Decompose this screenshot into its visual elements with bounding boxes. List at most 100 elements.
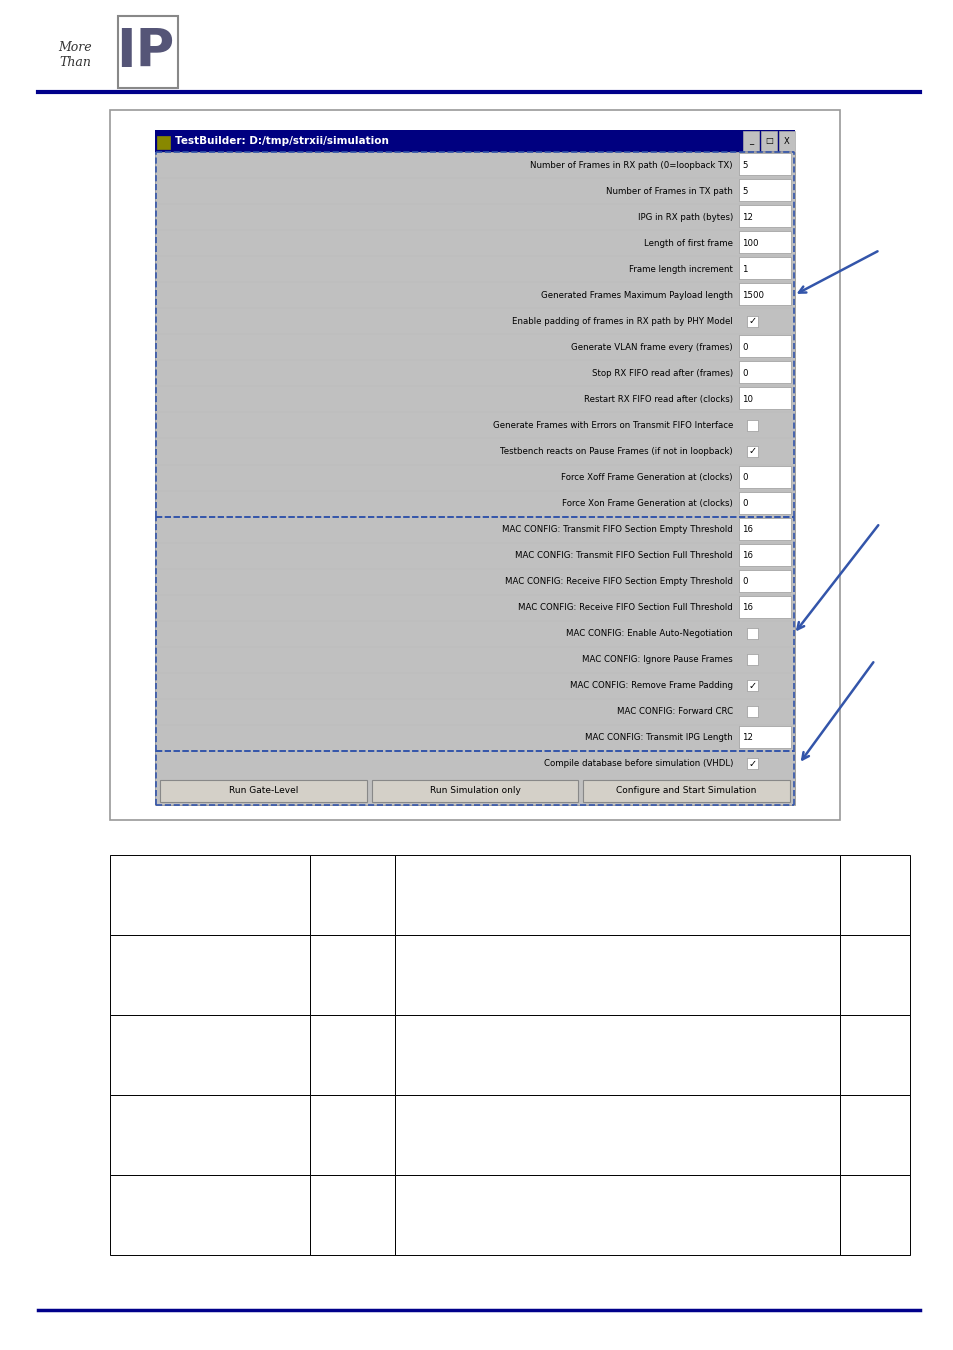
Text: Force Xon Frame Generation at (clocks): Force Xon Frame Generation at (clocks) bbox=[561, 500, 732, 508]
Bar bbox=[746, 655, 758, 666]
Text: 10: 10 bbox=[741, 396, 752, 404]
Text: Force Xoff Frame Generation at (clocks): Force Xoff Frame Generation at (clocks) bbox=[561, 472, 732, 482]
Text: _: _ bbox=[748, 136, 752, 146]
Text: MAC CONFIG: Transmit FIFO Section Empty Threshold: MAC CONFIG: Transmit FIFO Section Empty … bbox=[501, 525, 732, 535]
Text: 1: 1 bbox=[741, 265, 747, 274]
Bar bbox=[746, 759, 758, 769]
Bar bbox=[118, 16, 178, 88]
Bar bbox=[739, 387, 790, 409]
Text: 16: 16 bbox=[741, 525, 752, 535]
Bar bbox=[739, 544, 790, 566]
Text: Compile database before simulation (VHDL): Compile database before simulation (VHDL… bbox=[543, 760, 732, 768]
Text: 100: 100 bbox=[741, 239, 758, 247]
Bar bbox=[739, 180, 790, 201]
Bar bbox=[746, 420, 758, 431]
Text: 16: 16 bbox=[741, 603, 752, 613]
Text: Generated Frames Maximum Payload length: Generated Frames Maximum Payload length bbox=[540, 290, 732, 300]
Bar bbox=[760, 131, 776, 151]
Text: MAC CONFIG: Transmit IPG Length: MAC CONFIG: Transmit IPG Length bbox=[584, 733, 732, 743]
Text: ✓: ✓ bbox=[748, 680, 756, 691]
Bar bbox=[395, 936, 840, 1015]
Bar bbox=[739, 335, 790, 358]
Bar bbox=[395, 1174, 840, 1256]
Text: MAC CONFIG: Receive FIFO Section Empty Threshold: MAC CONFIG: Receive FIFO Section Empty T… bbox=[504, 578, 732, 586]
Bar bbox=[154, 153, 794, 805]
Bar bbox=[310, 855, 395, 936]
Text: Frame length increment: Frame length increment bbox=[628, 265, 732, 274]
Bar bbox=[739, 491, 790, 513]
Text: Number of Frames in TX path: Number of Frames in TX path bbox=[605, 186, 732, 196]
Bar bbox=[746, 628, 758, 640]
Bar bbox=[154, 130, 794, 153]
Text: TestBuilder: D:/tmp/strxii/simulation: TestBuilder: D:/tmp/strxii/simulation bbox=[174, 136, 389, 146]
Text: Generate VLAN frame every (frames): Generate VLAN frame every (frames) bbox=[571, 343, 732, 352]
Bar bbox=[840, 936, 909, 1015]
Text: ✓: ✓ bbox=[748, 759, 756, 769]
Text: Number of Frames in RX path (0=loopback TX): Number of Frames in RX path (0=loopback … bbox=[530, 161, 732, 170]
Text: More
Than: More Than bbox=[58, 40, 91, 69]
Text: 5: 5 bbox=[741, 186, 747, 196]
Text: Stop RX FIFO read after (frames): Stop RX FIFO read after (frames) bbox=[591, 369, 732, 378]
Text: MAC CONFIG: Transmit FIFO Section Full Threshold: MAC CONFIG: Transmit FIFO Section Full T… bbox=[515, 551, 732, 560]
Text: Configure and Start Simulation: Configure and Start Simulation bbox=[616, 787, 756, 795]
Bar bbox=[372, 780, 578, 802]
Bar bbox=[582, 780, 789, 802]
Text: MAC CONFIG: Remove Frame Padding: MAC CONFIG: Remove Frame Padding bbox=[569, 682, 732, 690]
Bar bbox=[110, 936, 310, 1015]
Text: Enable padding of frames in RX path by PHY Model: Enable padding of frames in RX path by P… bbox=[512, 317, 732, 325]
Bar bbox=[395, 1015, 840, 1095]
Bar bbox=[739, 362, 790, 383]
Bar bbox=[110, 1174, 310, 1256]
Text: MAC CONFIG: Receive FIFO Section Full Threshold: MAC CONFIG: Receive FIFO Section Full Th… bbox=[517, 603, 732, 613]
Bar bbox=[739, 231, 790, 254]
Bar bbox=[746, 706, 758, 717]
Bar bbox=[742, 131, 759, 151]
Bar bbox=[840, 1015, 909, 1095]
Text: X: X bbox=[783, 136, 789, 146]
Bar bbox=[840, 1095, 909, 1174]
Bar bbox=[110, 1015, 310, 1095]
Text: 12: 12 bbox=[741, 733, 752, 743]
Text: Length of first frame: Length of first frame bbox=[643, 239, 732, 247]
Bar bbox=[110, 109, 840, 819]
Bar bbox=[110, 1095, 310, 1174]
Bar bbox=[395, 1095, 840, 1174]
Text: MAC CONFIG: Enable Auto-Negotiation: MAC CONFIG: Enable Auto-Negotiation bbox=[566, 629, 732, 639]
Bar bbox=[739, 284, 790, 305]
Bar bbox=[739, 570, 790, 591]
Text: 5: 5 bbox=[741, 161, 747, 170]
Text: ✓: ✓ bbox=[748, 316, 756, 327]
Bar bbox=[739, 205, 790, 227]
Text: 1500: 1500 bbox=[741, 290, 763, 300]
Bar bbox=[160, 780, 366, 802]
Bar bbox=[310, 1095, 395, 1174]
Text: IP: IP bbox=[115, 26, 174, 78]
Bar bbox=[840, 1174, 909, 1256]
Bar bbox=[310, 936, 395, 1015]
Text: Run Gate-Level: Run Gate-Level bbox=[229, 787, 297, 795]
Text: 0: 0 bbox=[741, 369, 747, 378]
Bar bbox=[110, 855, 310, 936]
Text: IPG in RX path (bytes): IPG in RX path (bytes) bbox=[638, 212, 732, 221]
Bar bbox=[739, 517, 790, 540]
Bar bbox=[157, 136, 170, 148]
Bar bbox=[840, 855, 909, 936]
Bar bbox=[739, 256, 790, 279]
Text: 16: 16 bbox=[741, 551, 752, 560]
Bar bbox=[739, 466, 790, 487]
Text: 0: 0 bbox=[741, 578, 747, 586]
Text: 0: 0 bbox=[741, 343, 747, 352]
Text: Run Simulation only: Run Simulation only bbox=[429, 787, 520, 795]
Bar bbox=[395, 855, 840, 936]
Text: ✓: ✓ bbox=[748, 447, 756, 456]
Bar bbox=[746, 316, 758, 327]
Text: 12: 12 bbox=[741, 212, 752, 221]
Bar bbox=[739, 595, 790, 618]
Text: 0: 0 bbox=[741, 472, 747, 482]
Text: MAC CONFIG: Ignore Pause Frames: MAC CONFIG: Ignore Pause Frames bbox=[581, 655, 732, 664]
Text: Restart RX FIFO read after (clocks): Restart RX FIFO read after (clocks) bbox=[583, 396, 732, 404]
Text: □: □ bbox=[764, 136, 772, 146]
Bar bbox=[310, 1174, 395, 1256]
Bar bbox=[739, 153, 790, 176]
Text: MAC CONFIG: Forward CRC: MAC CONFIG: Forward CRC bbox=[617, 707, 732, 717]
